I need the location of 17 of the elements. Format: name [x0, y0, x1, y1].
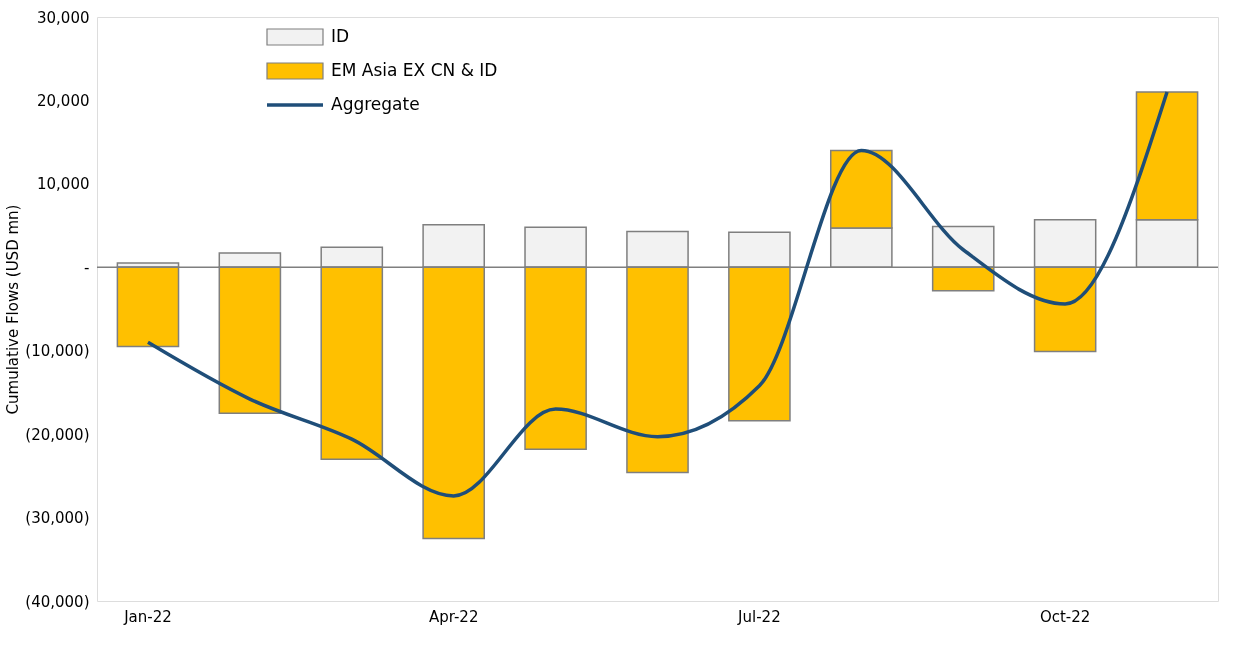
y-tick-label: (30,000) [25, 509, 90, 528]
y-tick-label: 20,000 [37, 91, 90, 110]
y-axis-title: Cumulative Flows (USD mn) [4, 204, 23, 415]
y-tick-label: (20,000) [25, 425, 90, 444]
y-tick-label: 10,000 [37, 175, 90, 194]
y-tick-label: (10,000) [25, 342, 90, 361]
x-tick-label: Jul-22 [737, 607, 781, 626]
y-tick-label: 30,000 [37, 8, 90, 27]
legend-label: ID [331, 26, 350, 46]
x-tick-label: Jan-22 [123, 607, 172, 626]
x-tick-label: Oct-22 [1039, 607, 1091, 626]
x-tick-label: Apr-22 [428, 607, 479, 626]
legend-label: Aggregate [331, 94, 420, 114]
y-tick-label: - [84, 258, 90, 277]
line-series [146, 90, 1169, 498]
legend-label: EM Asia EX CN & ID [331, 60, 498, 80]
y-tick-label: (40,000) [25, 592, 90, 611]
